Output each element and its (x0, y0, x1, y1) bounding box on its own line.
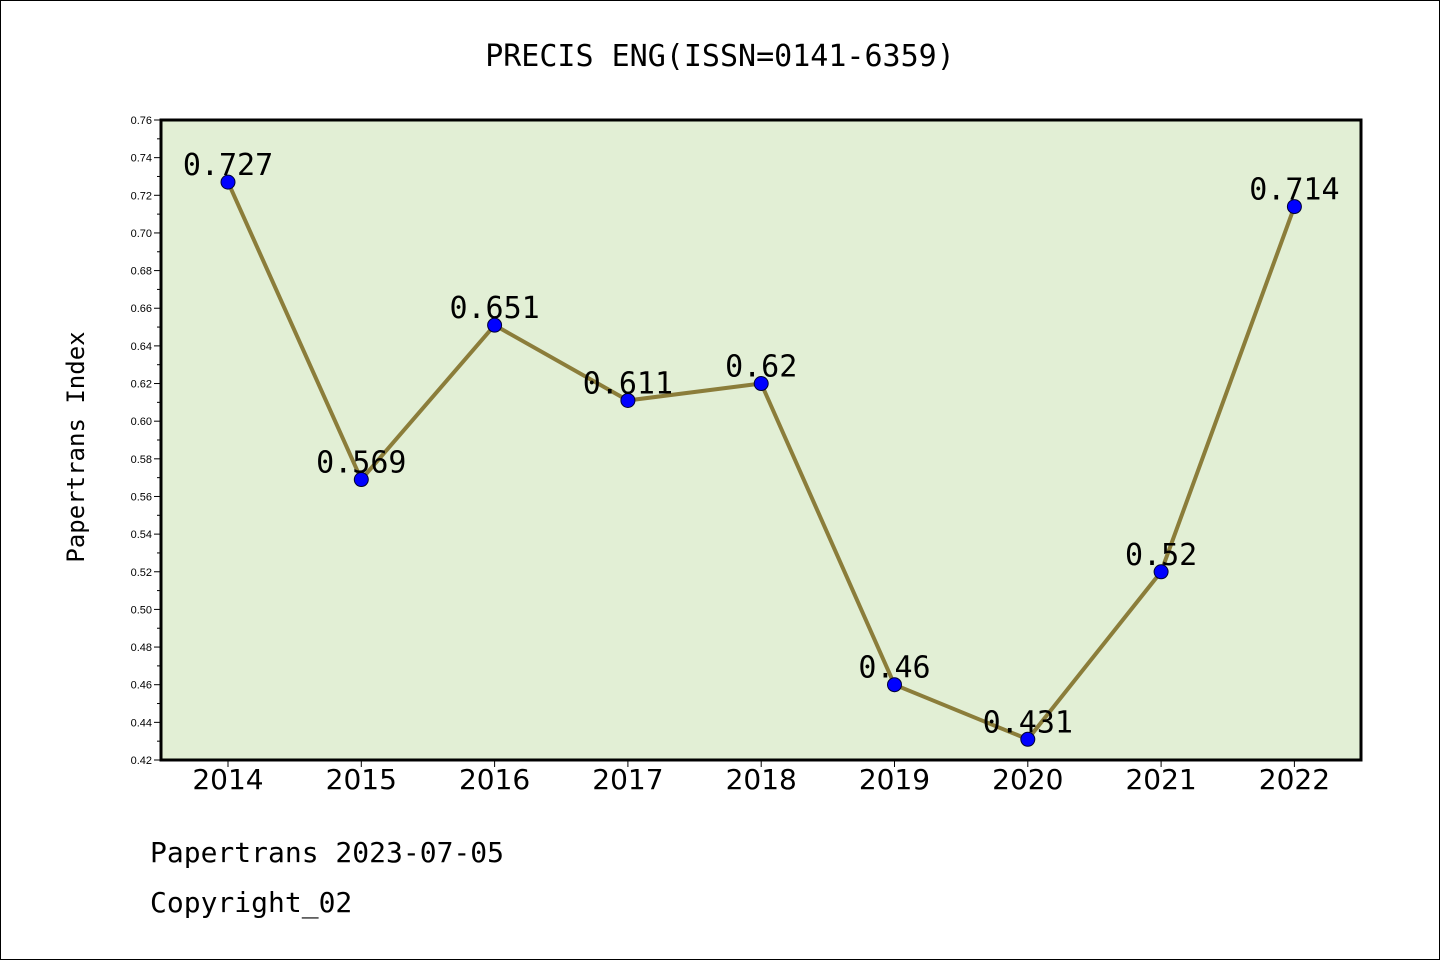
data-point (487, 317, 503, 333)
data-label: 0.714 (1249, 173, 1339, 208)
data-point (353, 472, 369, 488)
x-tick-label: 2022 (1259, 763, 1330, 796)
y-tick-label: 0.66 (131, 303, 152, 315)
y-tick-label: 0.74 (131, 153, 152, 165)
y-tick-label: 0.48 (131, 642, 152, 654)
x-tick-label: 2015 (326, 763, 397, 796)
x-tick-label: 2019 (859, 763, 930, 796)
data-label: 0.727 (183, 148, 273, 183)
data-point (887, 677, 902, 693)
y-tick-label: 0.56 (131, 491, 152, 503)
data-label: 0.52 (1125, 538, 1197, 573)
x-axis: 2014 2015 2016 2017 2018 2019 2020 2021 2022 (192, 760, 1330, 796)
x-tick-label: 2014 (192, 763, 263, 796)
data-point (220, 174, 236, 190)
data-point (1153, 564, 1169, 580)
y-tick-label: 0.44 (131, 717, 152, 729)
footer-date: Papertrans 2023-07-05 (150, 836, 505, 869)
y-axis: 0.42 0.44 0.46 0.48 0.50 0.52 0.54 0.56 0.58 0.60… (131, 115, 161, 767)
y-tick-label: 0.46 (131, 680, 152, 692)
y-tick-label: 0.62 (131, 379, 152, 391)
data-label: 0.651 (449, 291, 539, 326)
y-tick-label: 0.64 (131, 341, 152, 353)
footer-copyright: Copyright_02 (150, 886, 353, 919)
y-tick-label: 0.72 (131, 190, 152, 202)
data-label: 0.62 (725, 350, 797, 385)
y-tick-label: 0.50 (131, 604, 152, 616)
y-tick-label: 0.76 (131, 115, 152, 127)
data-point (620, 392, 636, 408)
y-tick-label: 0.42 (131, 755, 152, 767)
y-tick-label: 0.68 (131, 266, 152, 278)
data-label: 0.431 (983, 705, 1073, 740)
plot-border (159, 118, 1363, 762)
data-points (220, 174, 1302, 747)
x-tick-label: 2017 (592, 763, 663, 796)
data-labels: 0.727 0.569 0.651 0.611 0.62 0.46 0.431 0.52 0.7… (183, 148, 1340, 740)
y-tick-label: 0.54 (131, 529, 152, 541)
data-point (753, 376, 769, 392)
plot-area (161, 120, 1361, 760)
x-tick-label: 2018 (726, 763, 797, 796)
y-tick-label: 0.70 (131, 228, 152, 240)
x-tick-label: 2016 (459, 763, 530, 796)
x-tick-label: 2020 (992, 763, 1063, 796)
chart-title: PRECIS ENG(ISSN=0141-6359) (485, 39, 955, 74)
x-tick-label: 2021 (1125, 763, 1196, 796)
y-tick-label: 0.58 (131, 454, 152, 466)
data-point (1286, 199, 1302, 215)
data-label: 0.611 (583, 366, 673, 401)
y-axis-label: Papertrans Index (62, 331, 90, 562)
y-tick-label: 0.52 (131, 567, 152, 579)
data-label: 0.569 (316, 446, 406, 481)
y-tick-label: 0.60 (131, 416, 152, 428)
data-point (1020, 731, 1036, 747)
data-label: 0.46 (858, 651, 930, 686)
